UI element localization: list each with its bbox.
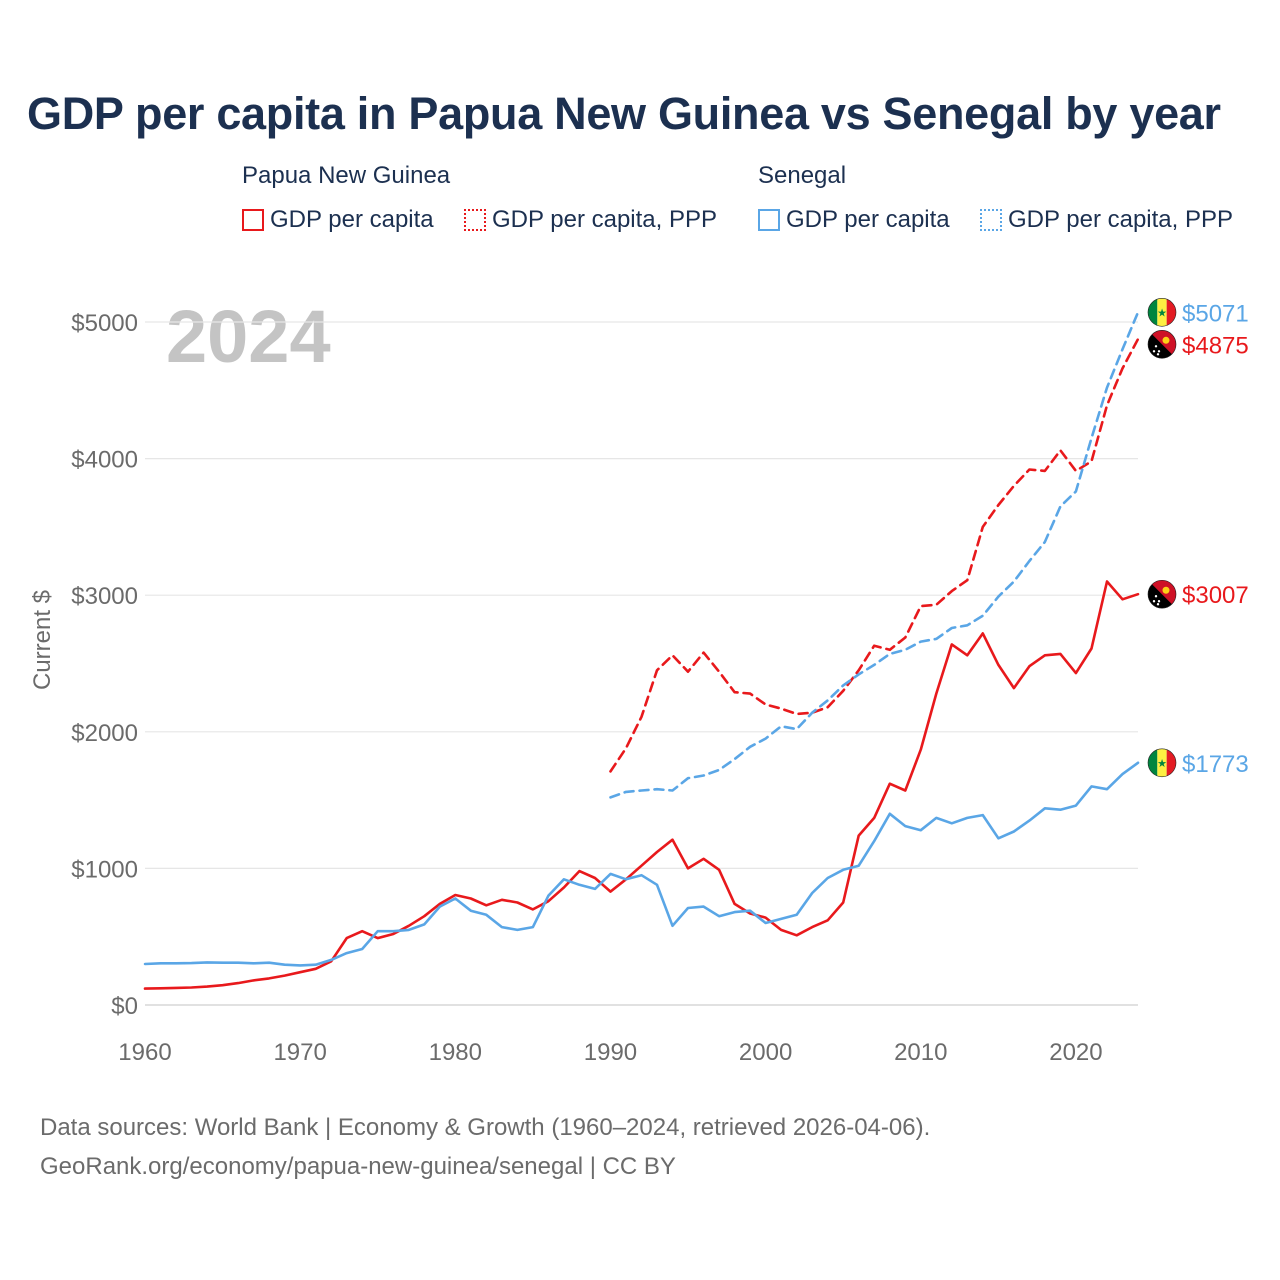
x-tick-labels: 1960 1970 1980 1990 2000 2010 2020 bbox=[118, 1039, 1102, 1066]
y-tick-label: $3000 bbox=[71, 583, 138, 610]
legend-swatch-dotted-red bbox=[464, 209, 486, 231]
series-line bbox=[609, 337, 1140, 773]
legend-item-png-gdp[interactable]: GDP per capita bbox=[242, 206, 434, 234]
gridlines bbox=[145, 321, 1138, 1006]
legend-label: GDP per capita, PPP bbox=[492, 206, 717, 233]
series-line bbox=[143, 580, 1140, 990]
series-line bbox=[143, 761, 1140, 967]
y-tick-label: $0 bbox=[111, 993, 138, 1020]
y-tick-label: $2000 bbox=[71, 720, 138, 747]
year-label: 2024 bbox=[166, 295, 331, 378]
legend-swatch-solid-red bbox=[242, 209, 264, 231]
x-tick-label: 2020 bbox=[1049, 1039, 1102, 1066]
x-tick-label: 1970 bbox=[273, 1039, 326, 1066]
y-tick-label: $5000 bbox=[71, 310, 138, 337]
senegal-flag-icon: ★ bbox=[1147, 298, 1177, 327]
legend-label: GDP per capita, PPP bbox=[1008, 206, 1233, 233]
x-tick-label: 1960 bbox=[118, 1039, 171, 1066]
legend-group-papua-new-guinea: Papua New Guinea bbox=[242, 162, 451, 189]
end-value-label: $5071 bbox=[1182, 300, 1249, 327]
y-tick-label: $1000 bbox=[71, 856, 138, 883]
y-tick-labels: $0 $1000 $2000 $3000 $4000 $5000 bbox=[71, 310, 138, 1020]
data-sources: Data sources: World Bank | Economy & Gro… bbox=[40, 1108, 930, 1186]
series-lines bbox=[143, 310, 1140, 990]
x-tick-label: 2000 bbox=[739, 1039, 792, 1066]
end-value-label: $1773 bbox=[1182, 751, 1249, 778]
y-tick-label: $4000 bbox=[71, 447, 138, 474]
papua-new-guinea-flag-icon bbox=[1147, 579, 1177, 609]
series-line bbox=[609, 310, 1140, 799]
chart-title: GDP per capita in Papua New Guinea vs Se… bbox=[27, 88, 1221, 139]
legend-item-png-gdp-ppp[interactable]: GDP per capita, PPP bbox=[464, 206, 717, 234]
legend-swatch-dotted-blue bbox=[980, 209, 1002, 231]
x-tick-label: 2010 bbox=[894, 1039, 947, 1066]
legend-group-senegal: Senegal bbox=[758, 162, 847, 189]
papua-new-guinea-flag-icon bbox=[1147, 330, 1177, 359]
svg-text:★: ★ bbox=[1157, 306, 1167, 319]
x-tick-label: 1980 bbox=[429, 1039, 482, 1066]
legend-label: GDP per capita bbox=[270, 206, 434, 233]
end-value-label: $4875 bbox=[1182, 332, 1249, 359]
legend-swatch-solid-blue bbox=[758, 209, 780, 231]
end-labels: ★ $5071 $4875 $3007 ★ $1773 bbox=[1147, 298, 1249, 778]
y-axis-label: Current $ bbox=[29, 590, 56, 690]
legend-label: GDP per capita bbox=[786, 206, 950, 233]
senegal-flag-icon: ★ bbox=[1147, 748, 1177, 778]
sources-line-1: Data sources: World Bank | Economy & Gro… bbox=[40, 1114, 931, 1141]
svg-text:★: ★ bbox=[1157, 757, 1167, 770]
legend-item-senegal-gdp-ppp[interactable]: GDP per capita, PPP bbox=[980, 206, 1233, 234]
legend-item-senegal-gdp[interactable]: GDP per capita bbox=[758, 206, 950, 234]
sources-line-2: GeoRank.org/economy/papua-new-guinea/sen… bbox=[40, 1153, 676, 1180]
x-tick-label: 1990 bbox=[584, 1039, 637, 1066]
end-value-label: $3007 bbox=[1182, 582, 1249, 609]
